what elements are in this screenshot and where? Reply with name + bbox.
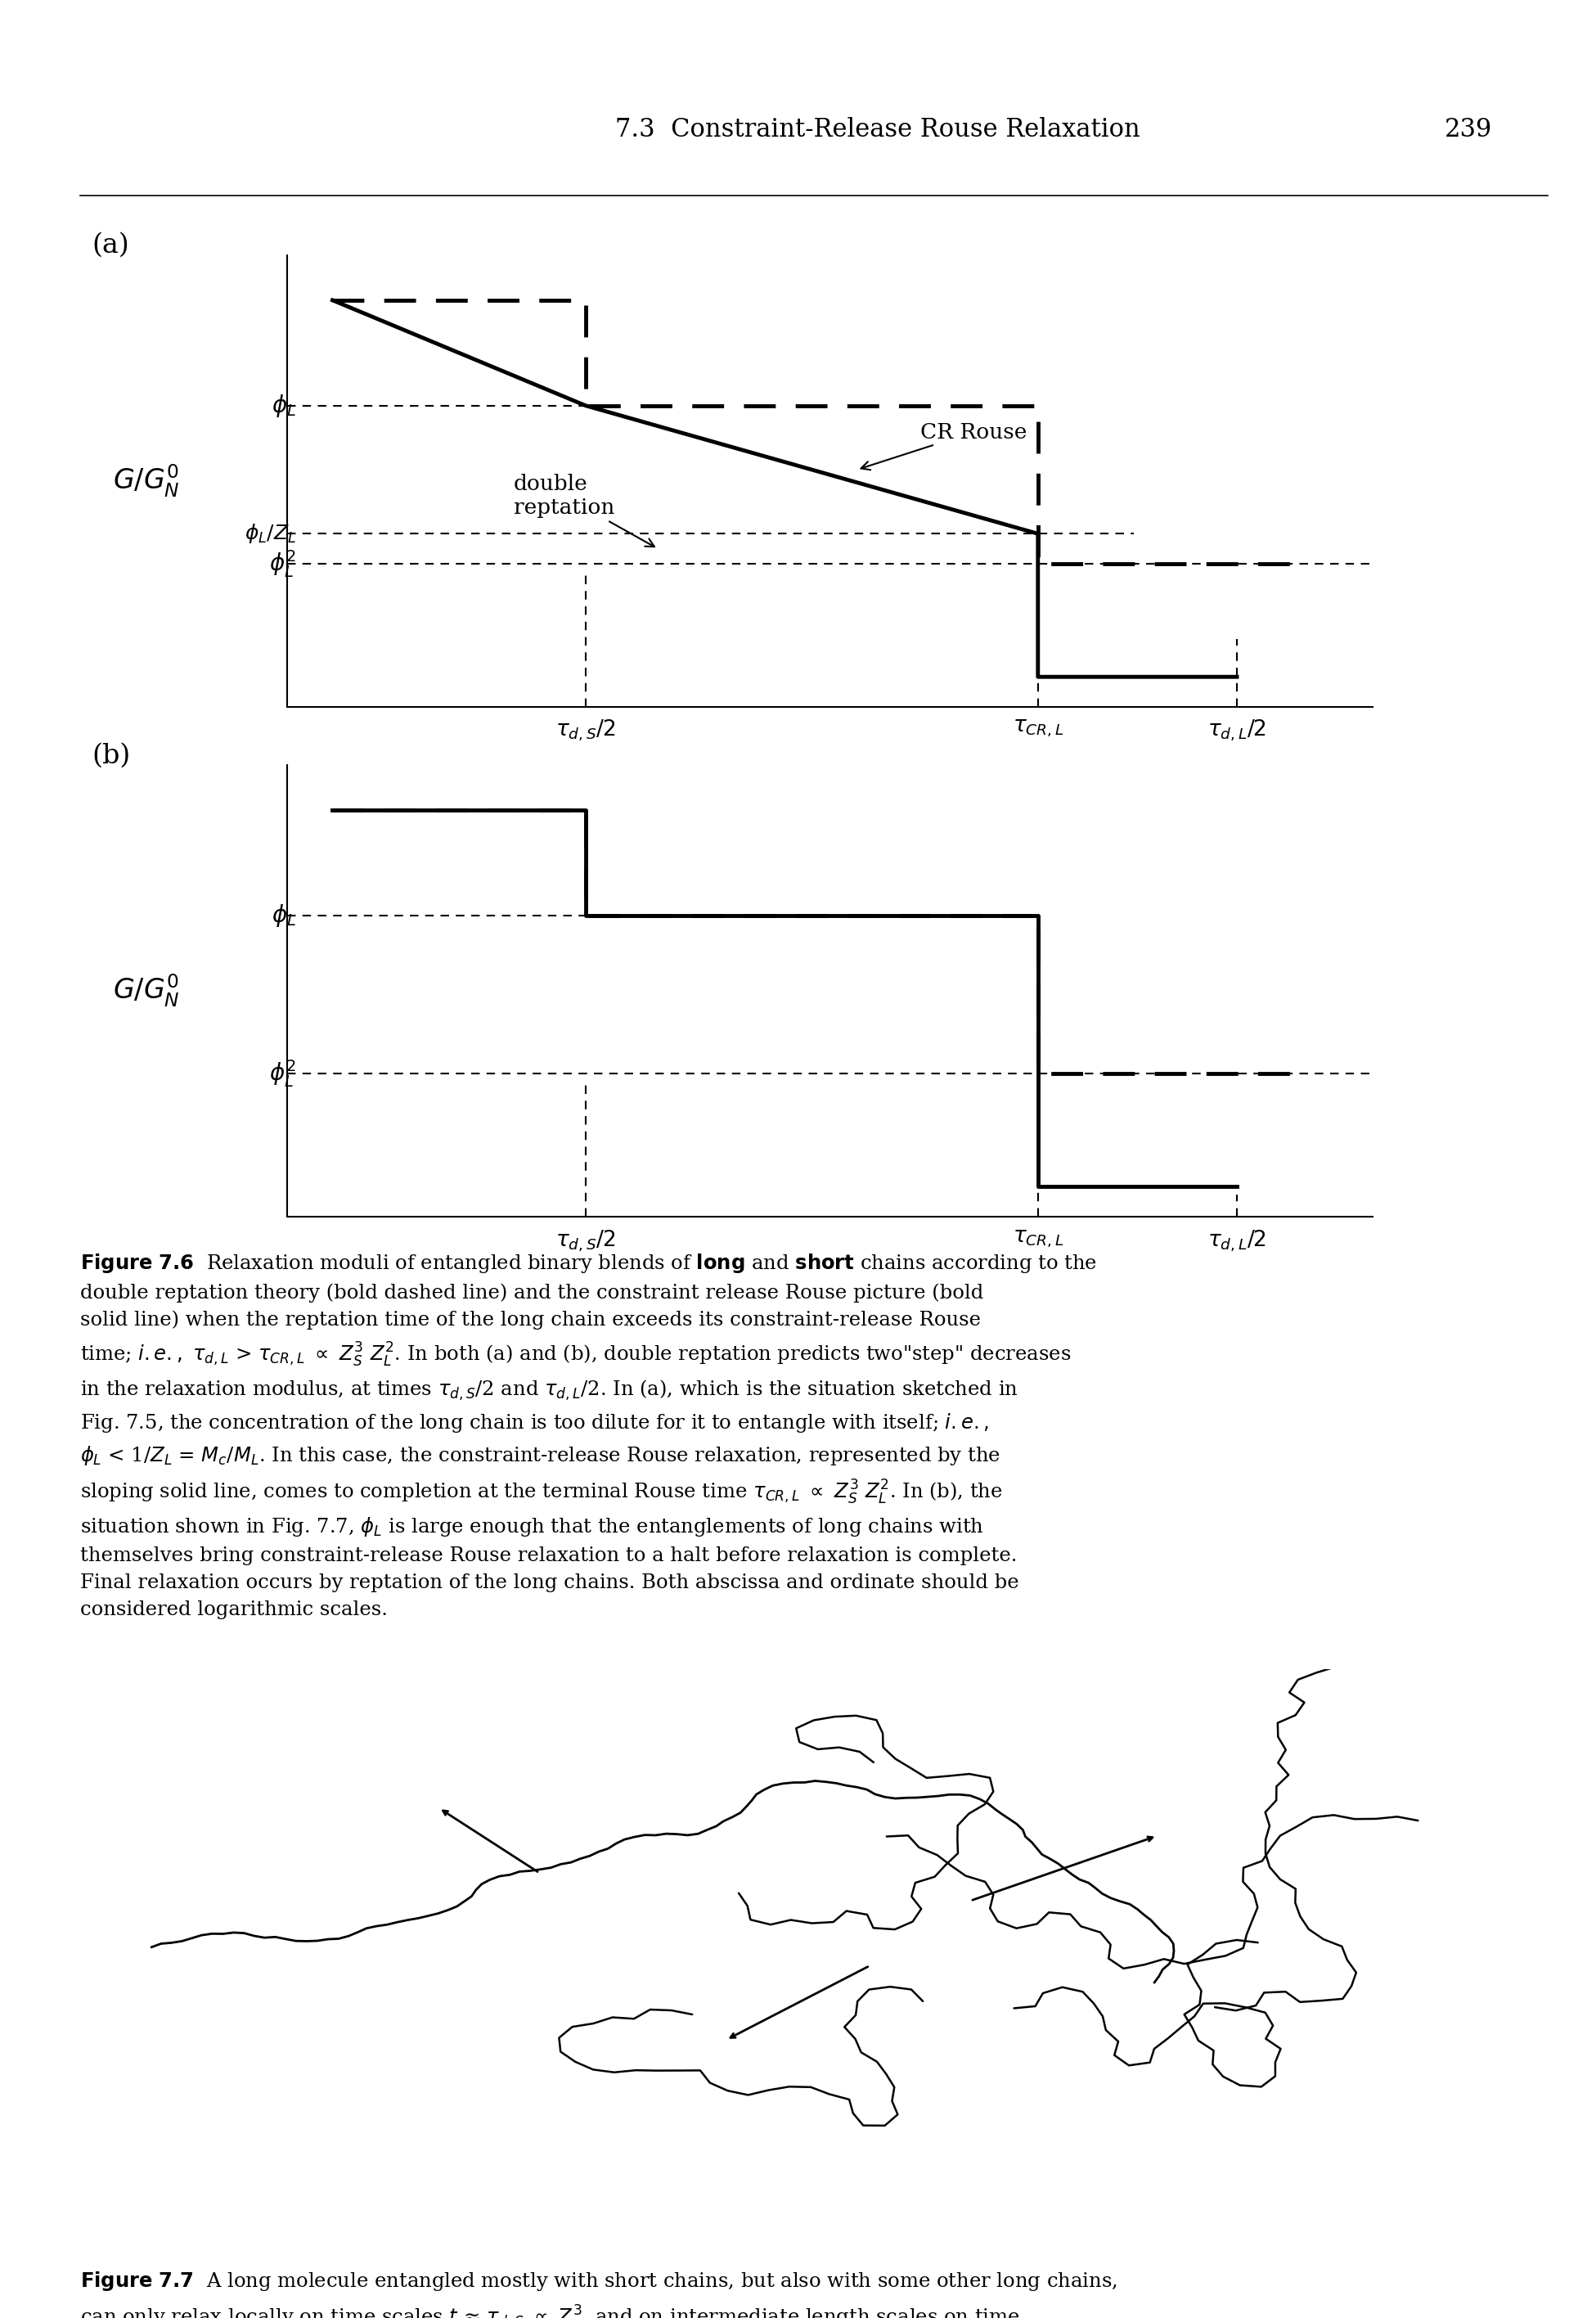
Text: $G/G_N^0$: $G/G_N^0$ (113, 464, 180, 498)
Text: $\tau_{d,S}/2$: $\tau_{d,S}/2$ (555, 719, 616, 744)
Text: $\bf{Figure\ 7.6}$  Relaxation moduli of entangled binary blends of $\bf{long}$ : $\bf{Figure\ 7.6}$ Relaxation moduli of … (80, 1252, 1096, 1620)
Text: (a): (a) (93, 232, 129, 260)
Text: $\tau_{CR,L}$: $\tau_{CR,L}$ (1012, 719, 1063, 739)
Text: $\phi_L^2$: $\phi_L^2$ (270, 549, 297, 580)
Text: double
reptation: double reptation (514, 473, 654, 547)
Text: $\tau_{d,L}/2$: $\tau_{d,L}/2$ (1208, 719, 1266, 744)
Text: (b): (b) (93, 742, 131, 770)
Text: 7.3  Constraint-Release Rouse Relaxation: 7.3 Constraint-Release Rouse Relaxation (616, 118, 1140, 141)
Text: $\tau_{d,L}/2$: $\tau_{d,L}/2$ (1208, 1229, 1266, 1254)
Text: $G/G_N^0$: $G/G_N^0$ (113, 974, 180, 1008)
Text: 239: 239 (1444, 118, 1492, 141)
Text: $\tau_{CR,L}$: $\tau_{CR,L}$ (1012, 1229, 1063, 1249)
Text: CR Rouse: CR Rouse (860, 422, 1026, 471)
Text: $\tau_{d,S}/2$: $\tau_{d,S}/2$ (555, 1229, 616, 1254)
Text: $\phi_L$: $\phi_L$ (271, 902, 297, 930)
Text: $\phi_L$: $\phi_L$ (271, 392, 297, 420)
Text: $\phi_L^2$: $\phi_L^2$ (270, 1059, 297, 1089)
Text: $\bf{Figure\ 7.7}$  A long molecule entangled mostly with short chains, but also: $\bf{Figure\ 7.7}$ A long molecule entan… (80, 2269, 1117, 2318)
Text: $\phi_L/Z_L$: $\phi_L/Z_L$ (244, 522, 297, 545)
